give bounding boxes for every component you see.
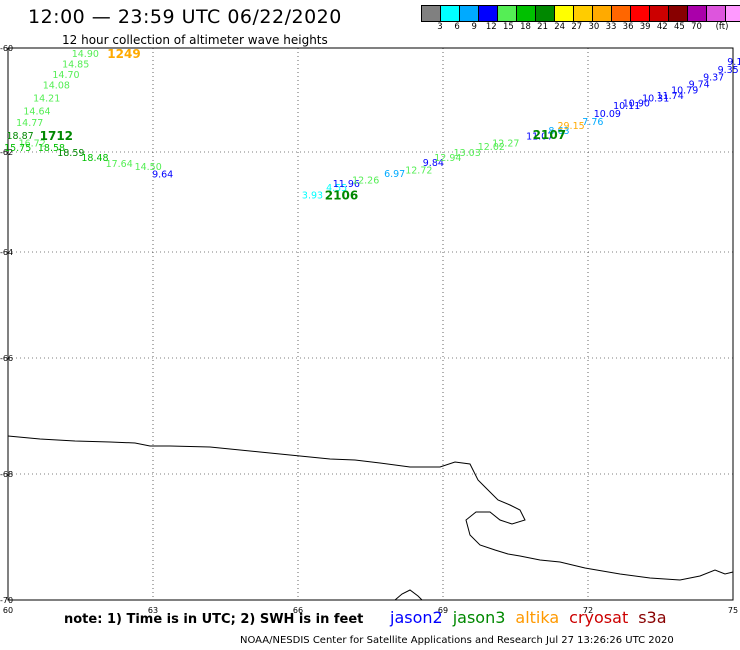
swh-value-label: 17.64 <box>106 159 133 170</box>
swh-value-label: 10.79 <box>671 86 698 97</box>
swh-value-label: 15.75 <box>4 143 31 154</box>
swh-value-label: 29.15 <box>557 121 584 132</box>
lon-label: 60 <box>3 606 13 615</box>
pass-time-label: 1712 <box>40 129 73 143</box>
pass-time-label: 1249 <box>107 47 140 61</box>
scale-label: 9 <box>471 22 477 32</box>
swh-value-label: 14.85 <box>62 60 89 71</box>
satellite-s3a: s3a <box>638 608 667 627</box>
map-subtitle: 12 hour collection of altimeter wave hei… <box>62 33 328 47</box>
swh-value-label: 3.93 <box>302 191 323 202</box>
pass-time-label: 2106 <box>325 189 358 203</box>
swh-value-label: 10.90 <box>623 99 650 110</box>
swh-value-label: 14.64 <box>23 106 50 117</box>
footer-credit: NOAA/NESDIS Center for Satellite Applica… <box>240 635 674 646</box>
lon-label: 75 <box>728 606 738 615</box>
scale-label: 39 <box>639 22 651 32</box>
swh-value-label: 9.74 <box>689 79 710 90</box>
coastline <box>7 435 734 581</box>
swh-value-label: 10.09 <box>594 109 621 120</box>
lon-label: 63 <box>148 606 158 615</box>
scale-label: 70 <box>691 22 702 32</box>
lat-label: -62 <box>0 148 13 157</box>
scale-label: 30 <box>588 22 600 32</box>
scale-swatch <box>725 5 740 22</box>
scale-label: 12 <box>485 22 497 32</box>
lat-label: -64 <box>0 248 13 257</box>
swh-value-label: 16.72 <box>19 139 46 150</box>
satellite-altika: altika <box>515 608 560 627</box>
pass-time-label: 2107 <box>533 128 566 142</box>
map-frame <box>7 47 734 601</box>
swh-value-label: 8.63 <box>548 126 569 137</box>
lat-label: -70 <box>0 596 13 605</box>
swh-value-label: 12.02 <box>478 142 505 153</box>
swh-value-label: 6.97 <box>384 169 405 180</box>
swh-value-label: 18.87 <box>6 131 33 142</box>
satellite-cryosat: cryosat <box>569 608 629 627</box>
swh-value-label: 9.64 <box>152 170 173 181</box>
lon-label: 72 <box>583 606 593 615</box>
lat-label: -66 <box>0 354 13 363</box>
swh-value-label: 9.35 <box>718 65 739 76</box>
lat-label: -60 <box>0 44 13 53</box>
swh-value-label: 14.70 <box>52 70 79 81</box>
scale-label: 15 <box>502 22 514 32</box>
swh-value-label: 14.77 <box>16 118 43 129</box>
swh-value-label: 10.11 <box>613 101 640 112</box>
scale-unit: (ft) <box>715 22 729 32</box>
swh-value-label: 14.08 <box>43 80 70 91</box>
swh-value-label: 18.48 <box>81 153 108 164</box>
scale-label: 6 <box>454 22 460 32</box>
scale-label: 24 <box>554 22 566 32</box>
color-scale-labels: 3 6 9 12 15 18 21 24 27 30 33 36 39 42 45 70 (ft) <box>422 22 732 34</box>
scale-label: 33 <box>605 22 617 32</box>
lon-label: 66 <box>293 606 303 615</box>
swh-value-label: 13.03 <box>454 148 481 159</box>
swh-value-label: 11.07 <box>526 131 553 142</box>
swh-value-label: 7.76 <box>582 117 603 128</box>
map-title: 12:00 — 23:59 UTC 06/22/2020 <box>28 6 342 28</box>
swh-value-label: 11.74 <box>657 91 684 102</box>
swh-value-label: 12.94 <box>434 153 461 164</box>
satellite-jason2: jason2 <box>390 608 443 627</box>
swh-value-label: 12.26 <box>352 176 379 187</box>
swh-value-label: 14.50 <box>135 162 162 173</box>
swh-value-label: 14.21 <box>33 93 60 104</box>
lon-label: 69 <box>438 606 448 615</box>
color-scale-bar <box>421 5 740 22</box>
swh-value-label: 18.58 <box>38 143 65 154</box>
swh-value-label: 9.84 <box>423 158 444 169</box>
scale-label: 3 <box>437 22 443 32</box>
footer-note: note: 1) Time is in UTC; 2) SWH is in fe… <box>64 612 364 627</box>
satellite-legend: jason2 jason3 altika cryosat s3a <box>390 608 667 627</box>
lat-label: -68 <box>0 470 13 479</box>
swh-value-label: 14.90 <box>72 49 99 60</box>
scale-label: 36 <box>622 22 634 32</box>
scale-label: 42 <box>656 22 668 32</box>
scale-label: 21 <box>537 22 549 32</box>
swh-value-label: 4.55 <box>326 183 347 194</box>
scale-label: 45 <box>673 22 685 32</box>
scale-label: 27 <box>571 22 583 32</box>
swh-value-label: 12.72 <box>405 166 432 177</box>
swh-value-label: 9.37 <box>703 73 724 84</box>
swh-value-label: 10.31 <box>642 93 669 104</box>
scale-label: 18 <box>520 22 531 32</box>
swh-value-label: 18.59 <box>57 148 84 159</box>
swh-value-label: 12.27 <box>492 139 519 150</box>
swh-value-label: 11.96 <box>333 179 360 190</box>
swh-value-label: 9.10 <box>727 57 740 68</box>
satellite-jason3: jason3 <box>452 608 506 627</box>
coastline-island <box>394 589 423 601</box>
